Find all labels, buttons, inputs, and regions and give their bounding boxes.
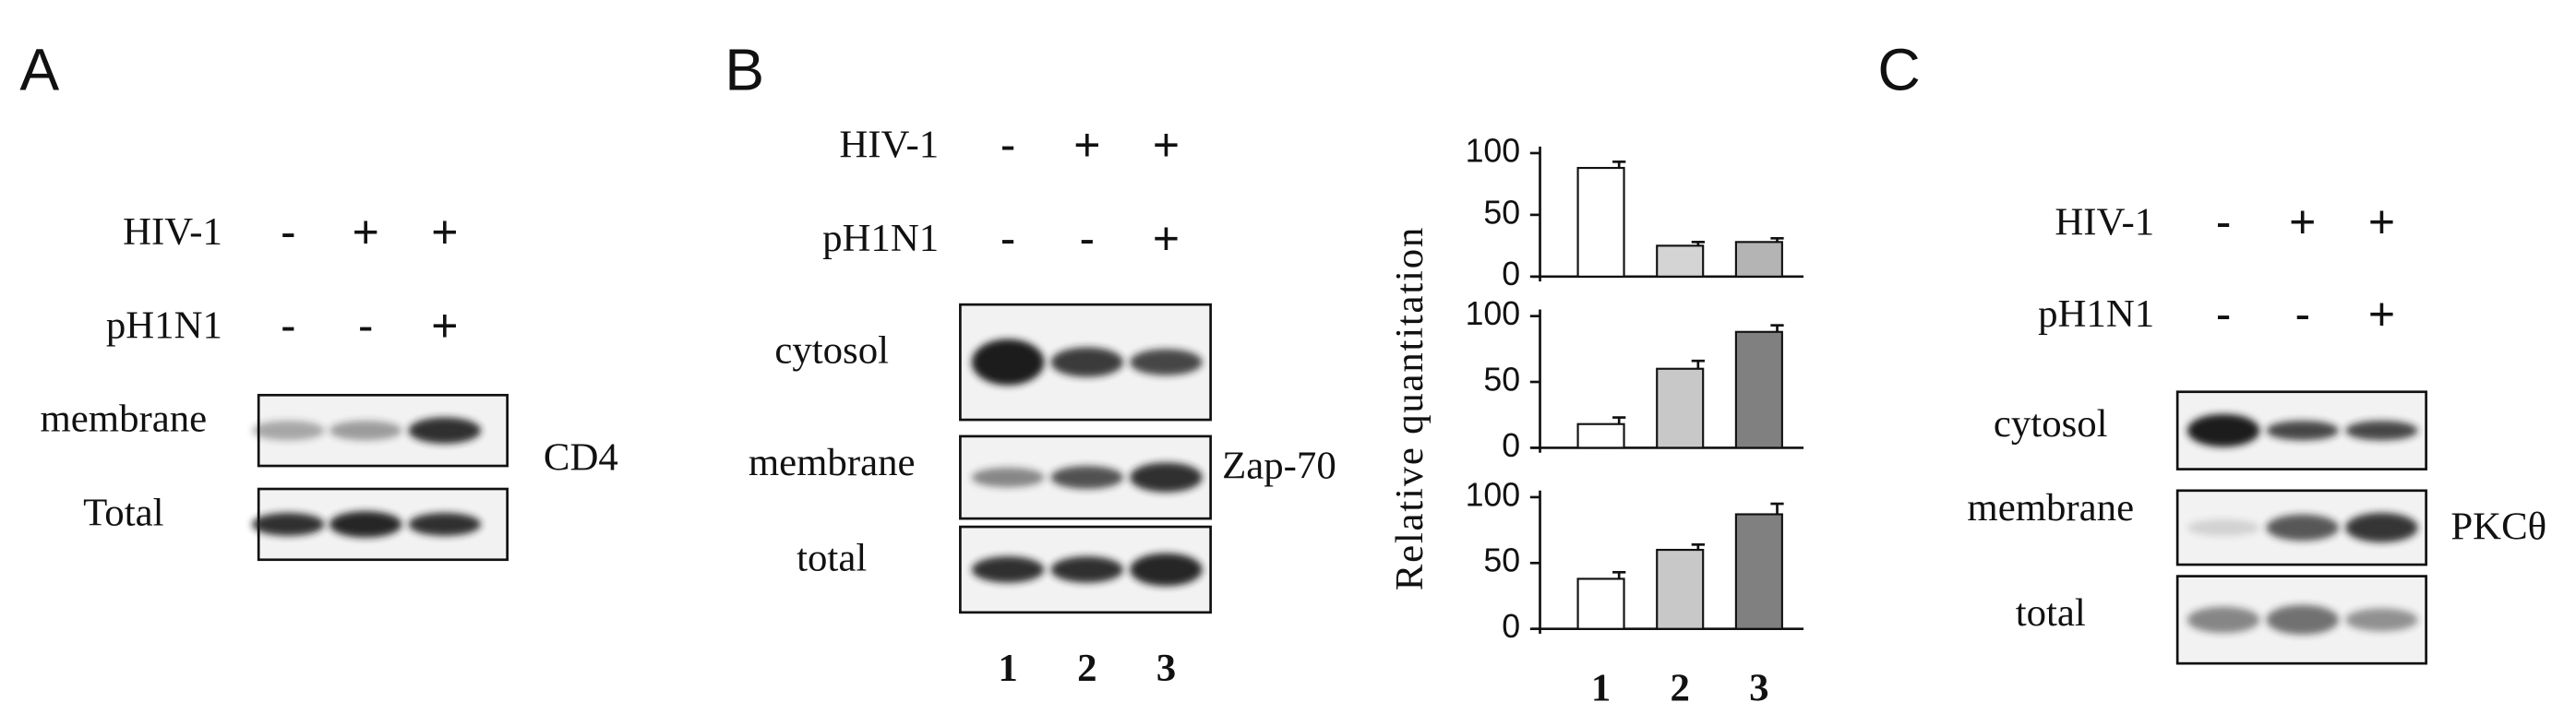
y-axis-label: Relative quantitation	[1388, 226, 1432, 590]
y-tick-label: 50	[1483, 542, 1520, 579]
condition-sign: -	[2294, 289, 2310, 340]
blot-band	[2266, 604, 2340, 635]
blot-label: total	[797, 536, 867, 579]
condition-sign: -	[1000, 119, 1016, 171]
blot-band	[252, 512, 325, 536]
blot-band	[2266, 420, 2340, 441]
condition-sign: -	[358, 300, 374, 351]
condition-sign: +	[353, 206, 379, 257]
blot-band	[2345, 608, 2418, 632]
bar	[1734, 330, 1783, 449]
condition-sign: +	[1073, 119, 1100, 171]
blot-band	[2266, 514, 2340, 542]
condition-label: HIV-1	[123, 210, 222, 254]
blot-band	[2345, 512, 2418, 543]
x-tick-label: 2	[1671, 666, 1690, 709]
blot-band	[1050, 556, 1124, 583]
y-tick-label: 0	[1502, 608, 1520, 645]
blot-band	[971, 467, 1045, 488]
condition-sign: +	[1153, 213, 1180, 265]
condition-sign: -	[2216, 196, 2232, 248]
condition-label: pH1N1	[822, 217, 939, 260]
blot-band	[1050, 466, 1124, 490]
blot-band	[2187, 606, 2260, 634]
condition-sign: -	[1000, 213, 1016, 265]
blot-band	[2187, 413, 2260, 447]
blot-label: cytosol	[774, 329, 889, 373]
x-tick-label: 3	[1749, 666, 1768, 709]
condition-label: HIV-1	[839, 123, 939, 166]
blot-label: Total	[83, 491, 163, 534]
blot-label: cytosol	[1994, 402, 2108, 446]
blot-band	[408, 417, 482, 444]
condition-sign: +	[2368, 196, 2395, 248]
lane-number: 3	[1156, 647, 1176, 690]
blot-band	[971, 339, 1045, 386]
y-tick-label: 50	[1483, 361, 1520, 398]
bar	[1734, 513, 1783, 630]
y-tick-label: 50	[1483, 194, 1520, 231]
lane-number: 1	[998, 647, 1017, 690]
bar	[1576, 166, 1625, 278]
bar	[1656, 244, 1705, 278]
bar	[1734, 241, 1783, 278]
condition-sign: -	[2216, 289, 2232, 340]
y-tick-label: 100	[1466, 476, 1521, 513]
blot-label: membrane	[1967, 486, 2134, 530]
blot-band	[329, 420, 402, 441]
y-tick-label: 100	[1466, 132, 1521, 169]
blot-band	[1130, 462, 1203, 493]
bar	[1576, 423, 1625, 449]
blot-band	[1050, 347, 1124, 377]
condition-label: pH1N1	[106, 304, 222, 348]
condition-sign: -	[281, 206, 296, 257]
x-tick-label: 1	[1591, 666, 1611, 709]
blot-band	[252, 420, 325, 441]
condition-sign: +	[431, 206, 458, 257]
condition-sign: +	[431, 300, 458, 351]
blot-label: total	[2016, 591, 2086, 635]
bar	[1656, 367, 1705, 449]
lane-number: 2	[1077, 647, 1096, 690]
blot-label: membrane	[40, 398, 207, 441]
blot-label: membrane	[749, 441, 916, 484]
blot-band	[1130, 349, 1203, 375]
condition-label: HIV-1	[2055, 200, 2154, 244]
bar	[1656, 548, 1705, 630]
condition-sign: +	[1153, 119, 1180, 171]
y-tick-label: 0	[1502, 256, 1520, 292]
condition-sign: +	[2368, 289, 2395, 340]
blot-band	[2187, 519, 2260, 536]
condition-sign: +	[2289, 196, 2316, 248]
condition-label: pH1N1	[2038, 292, 2154, 336]
protein-label: CD4	[544, 436, 618, 480]
blot-band	[2345, 420, 2418, 441]
blot-band	[971, 556, 1045, 583]
y-tick-label: 0	[1502, 427, 1520, 464]
protein-label: Zap-70	[1222, 444, 1336, 487]
bar	[1576, 577, 1625, 630]
panel-letter: B	[725, 36, 764, 102]
blot-band	[1130, 553, 1203, 587]
protein-label: PKCθ	[2450, 505, 2546, 548]
panel-letter: C	[1877, 36, 1920, 102]
condition-sign: -	[281, 300, 296, 351]
blot-band	[329, 511, 402, 538]
blot-band	[408, 512, 482, 536]
y-tick-label: 100	[1466, 295, 1521, 332]
panel-letter: A	[19, 36, 59, 102]
condition-sign: -	[1079, 213, 1095, 265]
